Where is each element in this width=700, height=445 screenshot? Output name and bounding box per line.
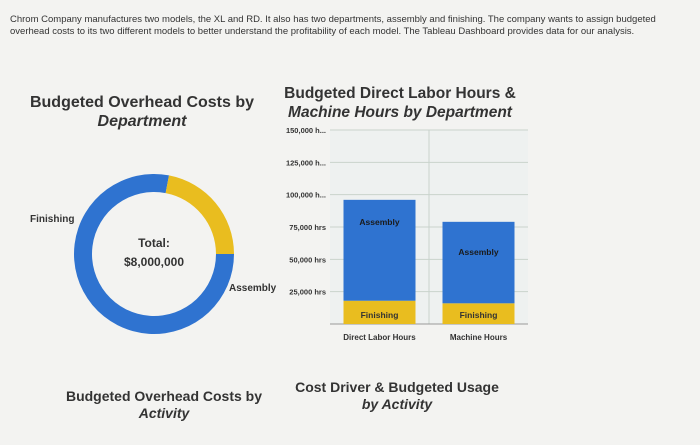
donut-label-assembly: Assembly [229,283,277,294]
hours-by-department-title-line2: Machine Hours by Department [288,104,512,121]
x-category-label: Machine Hours [450,333,508,342]
y-tick-label: 50,000 hrs [289,255,326,264]
intro-paragraph: Chrom Company manufactures two models, t… [10,14,656,37]
cost-driver-usage-title-line2: by Activity [361,396,433,412]
hours-by-department-title-line1: Budgeted Direct Labor Hours & [284,85,516,102]
donut-label-finishing: Finishing [30,214,74,225]
cost-driver-usage-title-line1: Cost Driver & Budgeted Usage [295,379,499,395]
donut-center-label-line1: Total: [138,236,170,250]
bar-segment-label: Finishing [460,310,498,320]
overhead-by-department-title-line2: Department [97,113,187,130]
bar-segment-label: Assembly [359,217,399,227]
donut-slice-finishing [165,175,234,254]
cost-driver-usage-title: Cost Driver & Budgeted Usage by Activity [282,379,512,413]
overhead-by-department-title: Budgeted Overhead Costs by Department [24,93,260,131]
bar-finishing-1 [442,303,515,324]
y-tick-label: 25,000 hrs [289,288,326,297]
bar-segment-label: Finishing [361,310,399,320]
bar-finishing-0 [343,300,416,324]
donut-center-label-line2: $8,000,000 [124,255,184,269]
y-tick-label: 125,000 h... [286,158,326,167]
overhead-by-department-title-line1: Budgeted Overhead Costs by [29,94,255,111]
y-tick-label: 150,000 h... [286,126,326,135]
x-category-label: Direct Labor Hours [343,333,416,342]
y-tick-label: 100,000 h... [286,191,326,200]
y-tick-label: 75,000 hrs [289,223,326,232]
overhead-by-activity-title-line2: Activity [138,405,190,421]
hours-by-department-title: Budgeted Direct Labor Hours & Machine Ho… [272,84,528,122]
overhead-by-activity-title: Budgeted Overhead Costs by Activity [54,388,274,422]
overhead-by-activity-title-line1: Budgeted Overhead Costs by [65,388,263,404]
bar-assembly-1 [442,221,515,304]
bar-assembly-0 [343,199,416,301]
bar-segment-label: Assembly [458,247,498,257]
